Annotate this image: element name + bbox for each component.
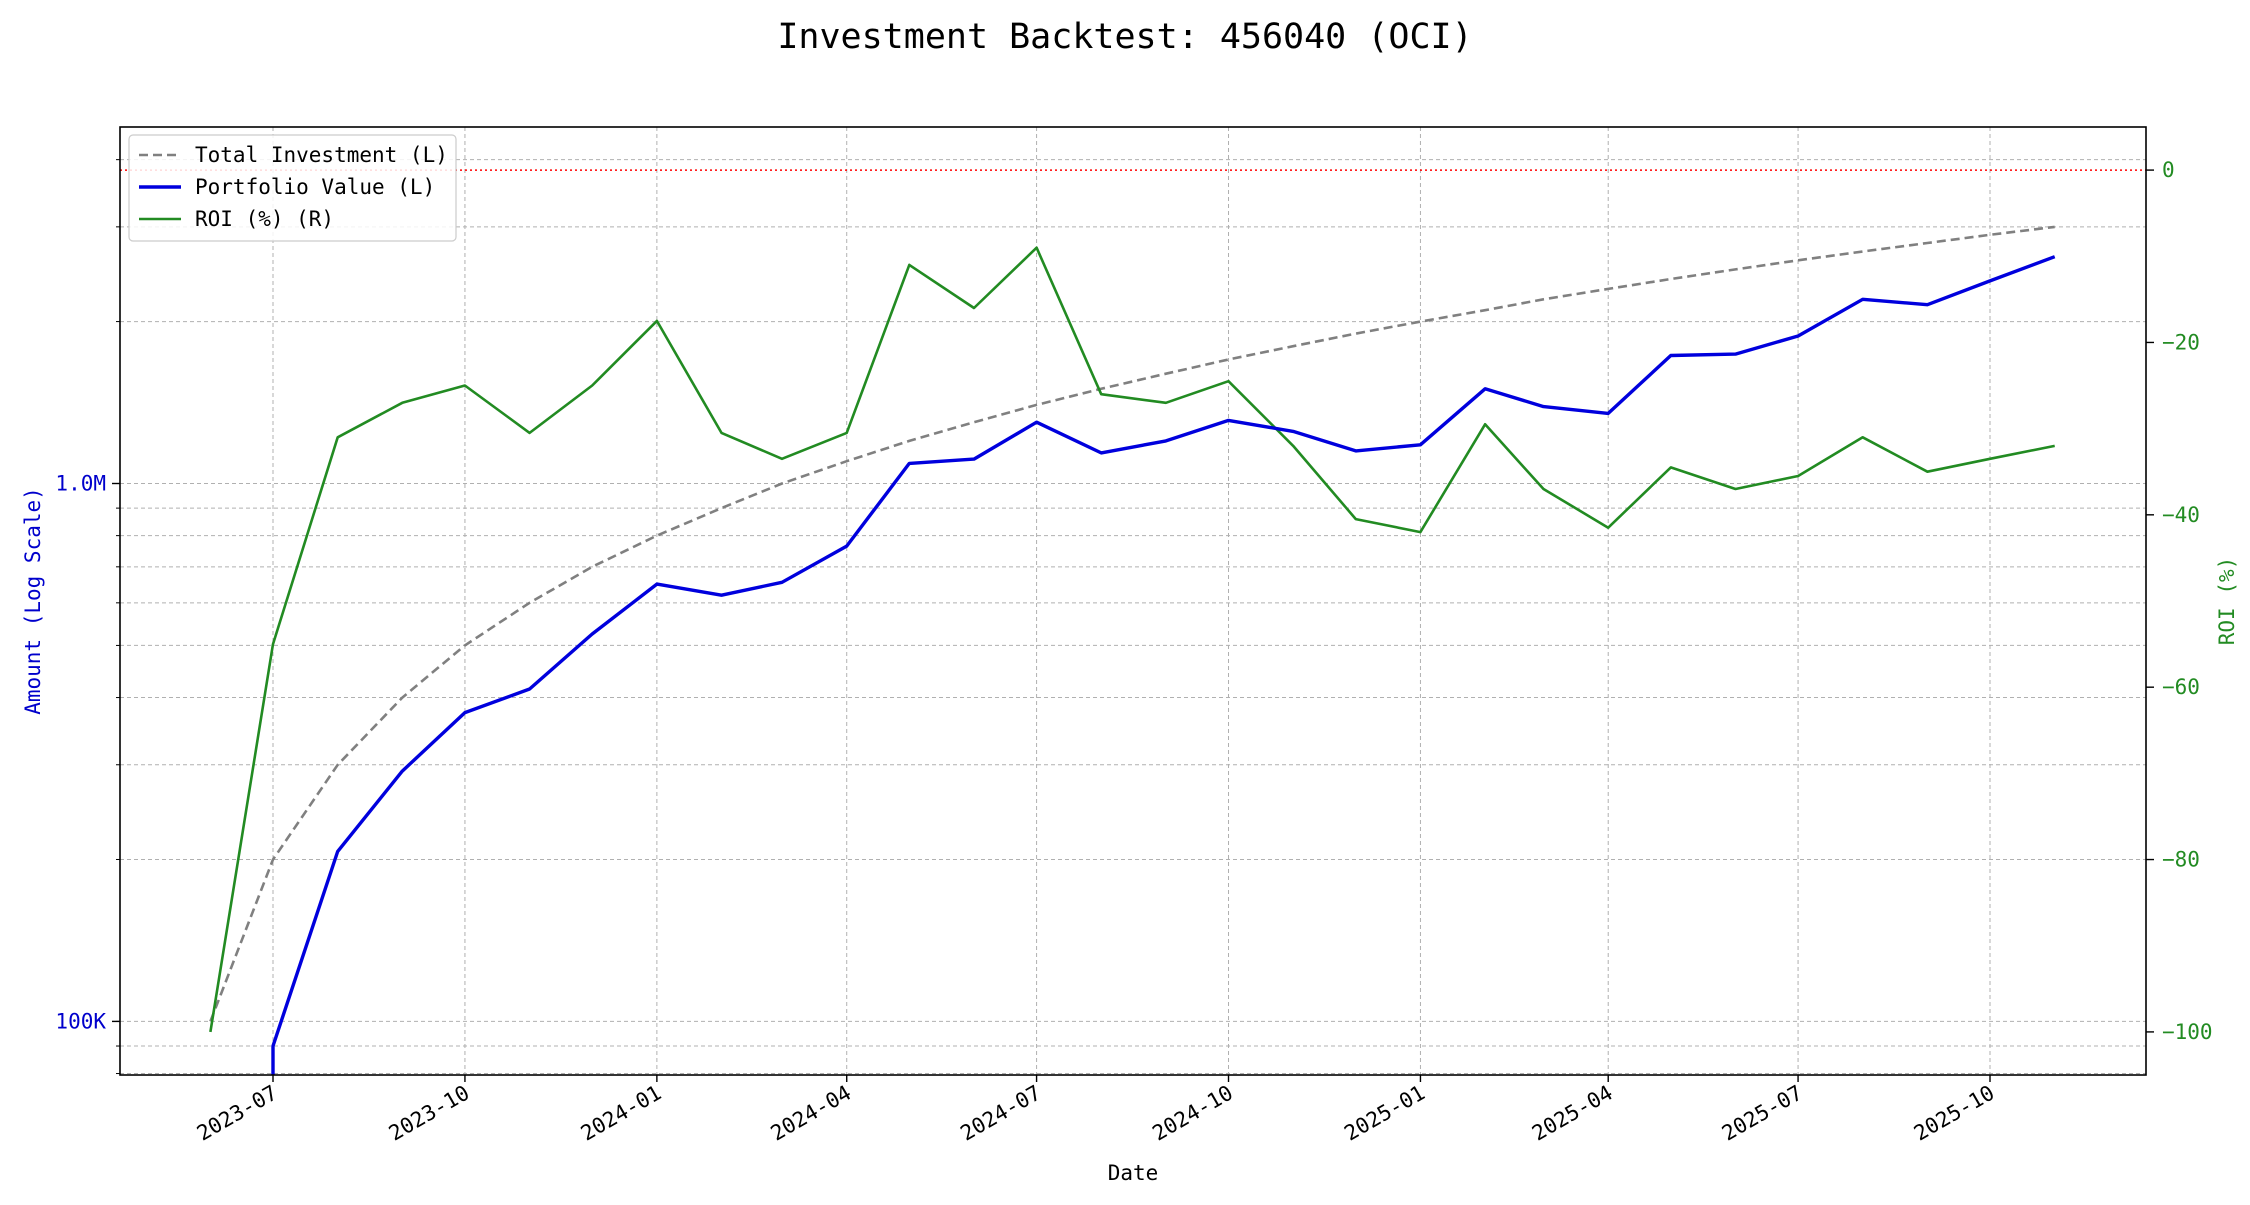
right-tick-label: −60: [2162, 675, 2200, 699]
legend-label-2: ROI (%) (R): [195, 207, 334, 231]
x-tick-label: 2023-07: [193, 1081, 282, 1146]
chart-title: Investment Backtest: 456040 (OCI): [777, 17, 1472, 57]
right-tick-label: −100: [2162, 1020, 2213, 1044]
x-tick-label: 2024-04: [767, 1081, 856, 1146]
x-tick-label: 2025-04: [1528, 1081, 1617, 1146]
right-y-axis: 0 −20 −40 −60 −80 −100: [2146, 158, 2213, 1044]
x-tick-label: 2025-07: [1718, 1081, 1807, 1146]
x-tick-label: 2025-10: [1910, 1081, 1999, 1146]
left-tick-label: 1.0M: [55, 472, 106, 496]
x-tick-label: 2023-10: [385, 1081, 474, 1146]
left-tick-label: 100K: [55, 1009, 106, 1033]
x-axis: 2023-07 2023-10 2024-01 2024-04 2024-07 2024-…: [193, 1075, 1999, 1146]
left-y-axis: 100K 1.0M: [55, 160, 120, 1074]
series-line-2: [210, 248, 2054, 1032]
legend-label-1: Portfolio Value (L): [195, 175, 435, 199]
plot-frame: [120, 127, 2146, 1075]
series-layer: [210, 227, 2054, 1080]
left-y-axis-label: Amount (Log Scale): [21, 487, 45, 715]
x-tick-label: 2025-01: [1340, 1081, 1429, 1146]
x-tick-label: 2024-10: [1148, 1081, 1237, 1146]
right-tick-label: −40: [2162, 503, 2200, 527]
grid: [120, 127, 2146, 1075]
right-tick-label: 0: [2162, 158, 2175, 182]
right-tick-label: −80: [2162, 848, 2200, 872]
legend: Total Investment (L) Portfolio Value (L) R…: [129, 135, 456, 241]
right-y-axis-label: ROI (%): [2215, 557, 2239, 646]
right-tick-label: −20: [2162, 330, 2200, 354]
x-tick-label: 2024-07: [956, 1081, 1045, 1146]
x-axis-label: Date: [1108, 1161, 1159, 1185]
legend-label-0: Total Investment (L): [195, 143, 448, 167]
series-line-1: [273, 257, 2055, 1080]
x-tick-label: 2024-01: [577, 1081, 666, 1146]
series-line-0: [210, 227, 2054, 1022]
